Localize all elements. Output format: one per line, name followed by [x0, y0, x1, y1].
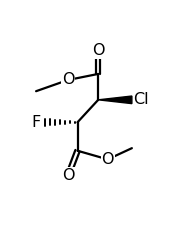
- Text: O: O: [92, 43, 104, 58]
- Text: F: F: [31, 115, 40, 130]
- Polygon shape: [98, 96, 132, 104]
- Text: O: O: [62, 72, 74, 87]
- Text: O: O: [62, 168, 74, 183]
- Text: O: O: [101, 152, 114, 167]
- Text: Cl: Cl: [134, 92, 149, 107]
